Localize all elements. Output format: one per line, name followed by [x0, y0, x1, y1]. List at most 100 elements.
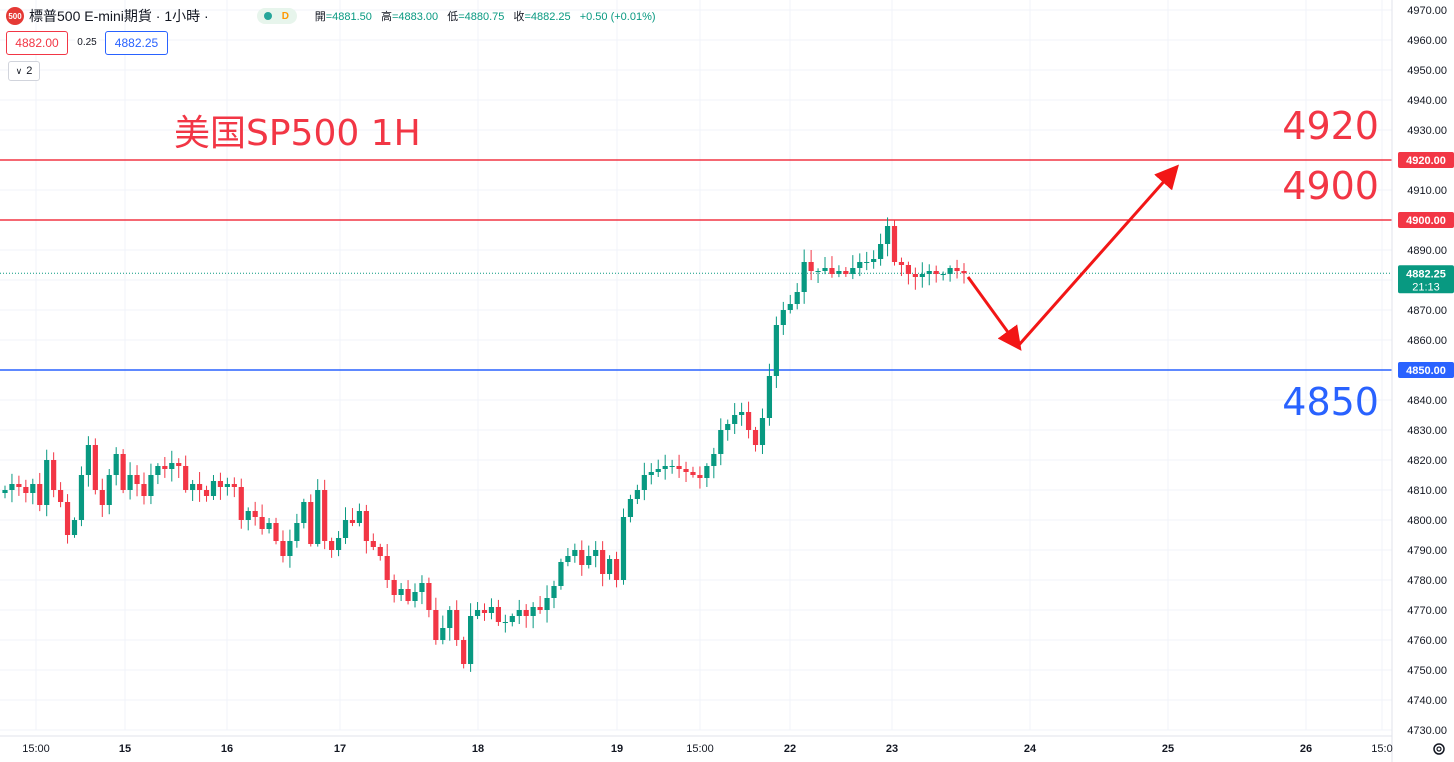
- y-tick-label: 4860.00: [1407, 335, 1447, 347]
- candle-body: [92, 445, 98, 490]
- candle-body: [405, 589, 411, 601]
- candle-body: [78, 475, 85, 520]
- candle-body: [148, 475, 154, 496]
- last-price-label: 4882.25: [1406, 268, 1446, 280]
- y-tick-label: 4970.00: [1407, 5, 1447, 17]
- level-price-badge: [1398, 212, 1454, 228]
- candle-body: [919, 274, 925, 277]
- candle-body: [878, 244, 884, 259]
- candle-body: [808, 262, 814, 271]
- candle-body: [287, 541, 293, 556]
- candle-body: [488, 607, 495, 613]
- candles: [2, 217, 967, 672]
- ohlc-close-label: 收: [513, 11, 525, 23]
- candle-body: [273, 523, 279, 541]
- y-tick-label: 4750.00: [1407, 665, 1447, 677]
- candle-body: [468, 616, 474, 664]
- candle-body: [342, 520, 349, 538]
- x-tick-label: 24: [1024, 743, 1037, 755]
- candle-body: [551, 586, 557, 598]
- y-tick-label: 4780.00: [1407, 575, 1447, 587]
- candle-body: [579, 550, 585, 565]
- candle-body: [294, 523, 300, 541]
- y-tick-label: 4770.00: [1407, 605, 1447, 617]
- candle-body: [301, 502, 307, 523]
- candle-body: [648, 472, 654, 475]
- y-tick-label: 4930.00: [1407, 125, 1447, 137]
- candle-body: [64, 502, 71, 535]
- candle-body: [759, 418, 766, 445]
- time-axis[interactable]: 15:00 15 16 17 18 19 15:00 22 23 24 25 26 15:0: [0, 735, 1393, 755]
- level-price-label: 4850.00: [1406, 365, 1446, 377]
- y-tick-label: 4730.00: [1407, 725, 1447, 737]
- candle-body: [412, 592, 418, 601]
- candle-body: [23, 487, 29, 493]
- candle-body: [676, 466, 682, 469]
- candle-body: [787, 304, 793, 310]
- candle-body: [780, 310, 786, 325]
- forecast-arrows: [966, 164, 1179, 351]
- spread-value: 0.25: [75, 31, 99, 53]
- y-tick-label: 4870.00: [1407, 305, 1447, 317]
- candle-body: [697, 475, 703, 478]
- market-status[interactable]: D: [256, 8, 297, 24]
- candle-body: [829, 268, 835, 274]
- candle-body: [217, 481, 224, 487]
- candle-body: [440, 628, 446, 640]
- x-tick-label: 23: [886, 743, 898, 755]
- candle-body: [725, 424, 731, 430]
- y-tick-label: 4950.00: [1407, 65, 1447, 77]
- candle-body: [363, 511, 369, 541]
- x-tick-label: 17: [334, 743, 346, 755]
- settings-icon[interactable]: [1430, 740, 1448, 758]
- candle-body: [391, 580, 397, 595]
- level-label-4900: 4900: [1282, 164, 1379, 208]
- candle-body: [961, 271, 967, 274]
- candle-body: [377, 547, 383, 556]
- chart-header: 500 標普500 E-mini期貨 · 1小時 · D 開=4881.50 高…: [6, 6, 662, 26]
- level-label-4920: 4920: [1282, 104, 1379, 148]
- x-tick-label: 26: [1300, 743, 1312, 755]
- candle-body: [315, 490, 321, 544]
- symbol-logo[interactable]: 500: [6, 7, 24, 25]
- candle-body: [252, 511, 258, 517]
- candle-body: [739, 412, 745, 415]
- candle-body: [704, 466, 710, 478]
- ohlc-values: 開=4881.50 高=4883.00 低=4880.75 收=4882.25 …: [315, 8, 662, 24]
- candle-body: [120, 454, 126, 490]
- candle-body: [565, 556, 571, 562]
- candle-body: [690, 472, 696, 475]
- price-axis[interactable]: 4970.00 4960.00 4950.00 4940.00 4930.00 4920.…: [1391, 0, 1454, 762]
- candle-body: [2, 490, 8, 493]
- candle-body: [127, 475, 133, 490]
- sell-button[interactable]: 4882.00: [6, 31, 68, 55]
- candle-body: [857, 262, 863, 268]
- chart-annotation-title: 美国SP500 1H: [174, 113, 421, 154]
- x-tick-label: 25: [1162, 743, 1174, 755]
- y-tick-label: 4790.00: [1407, 545, 1447, 557]
- candle-body: [871, 259, 877, 262]
- ohlc-close-value: =4882.25: [524, 11, 571, 23]
- y-tick-label: 4760.00: [1407, 635, 1447, 647]
- buy-button[interactable]: 4882.25: [105, 31, 168, 55]
- candle-body: [190, 484, 196, 490]
- candle-body: [947, 268, 953, 274]
- candle-body: [766, 376, 773, 418]
- candle-body: [891, 226, 898, 262]
- indicators-count: 2: [26, 65, 33, 77]
- symbol-title[interactable]: 標普500 E-mini期貨 · 1小時 ·: [29, 8, 209, 24]
- candle-body: [718, 430, 724, 454]
- indicators-toggle[interactable]: ∨ 2: [8, 61, 40, 81]
- candle-body: [613, 559, 620, 580]
- delayed-indicator: D: [281, 10, 289, 22]
- candle-body: [447, 610, 453, 628]
- candle-body: [836, 271, 842, 274]
- last-price-badge: [1398, 265, 1454, 294]
- candle-body: [44, 460, 50, 505]
- level-price-label: 4920.00: [1406, 155, 1446, 167]
- y-tick-label: 4830.00: [1407, 425, 1447, 437]
- candle-body: [481, 610, 488, 613]
- y-tick-label: 4820.00: [1407, 455, 1447, 467]
- candle-body: [169, 463, 175, 469]
